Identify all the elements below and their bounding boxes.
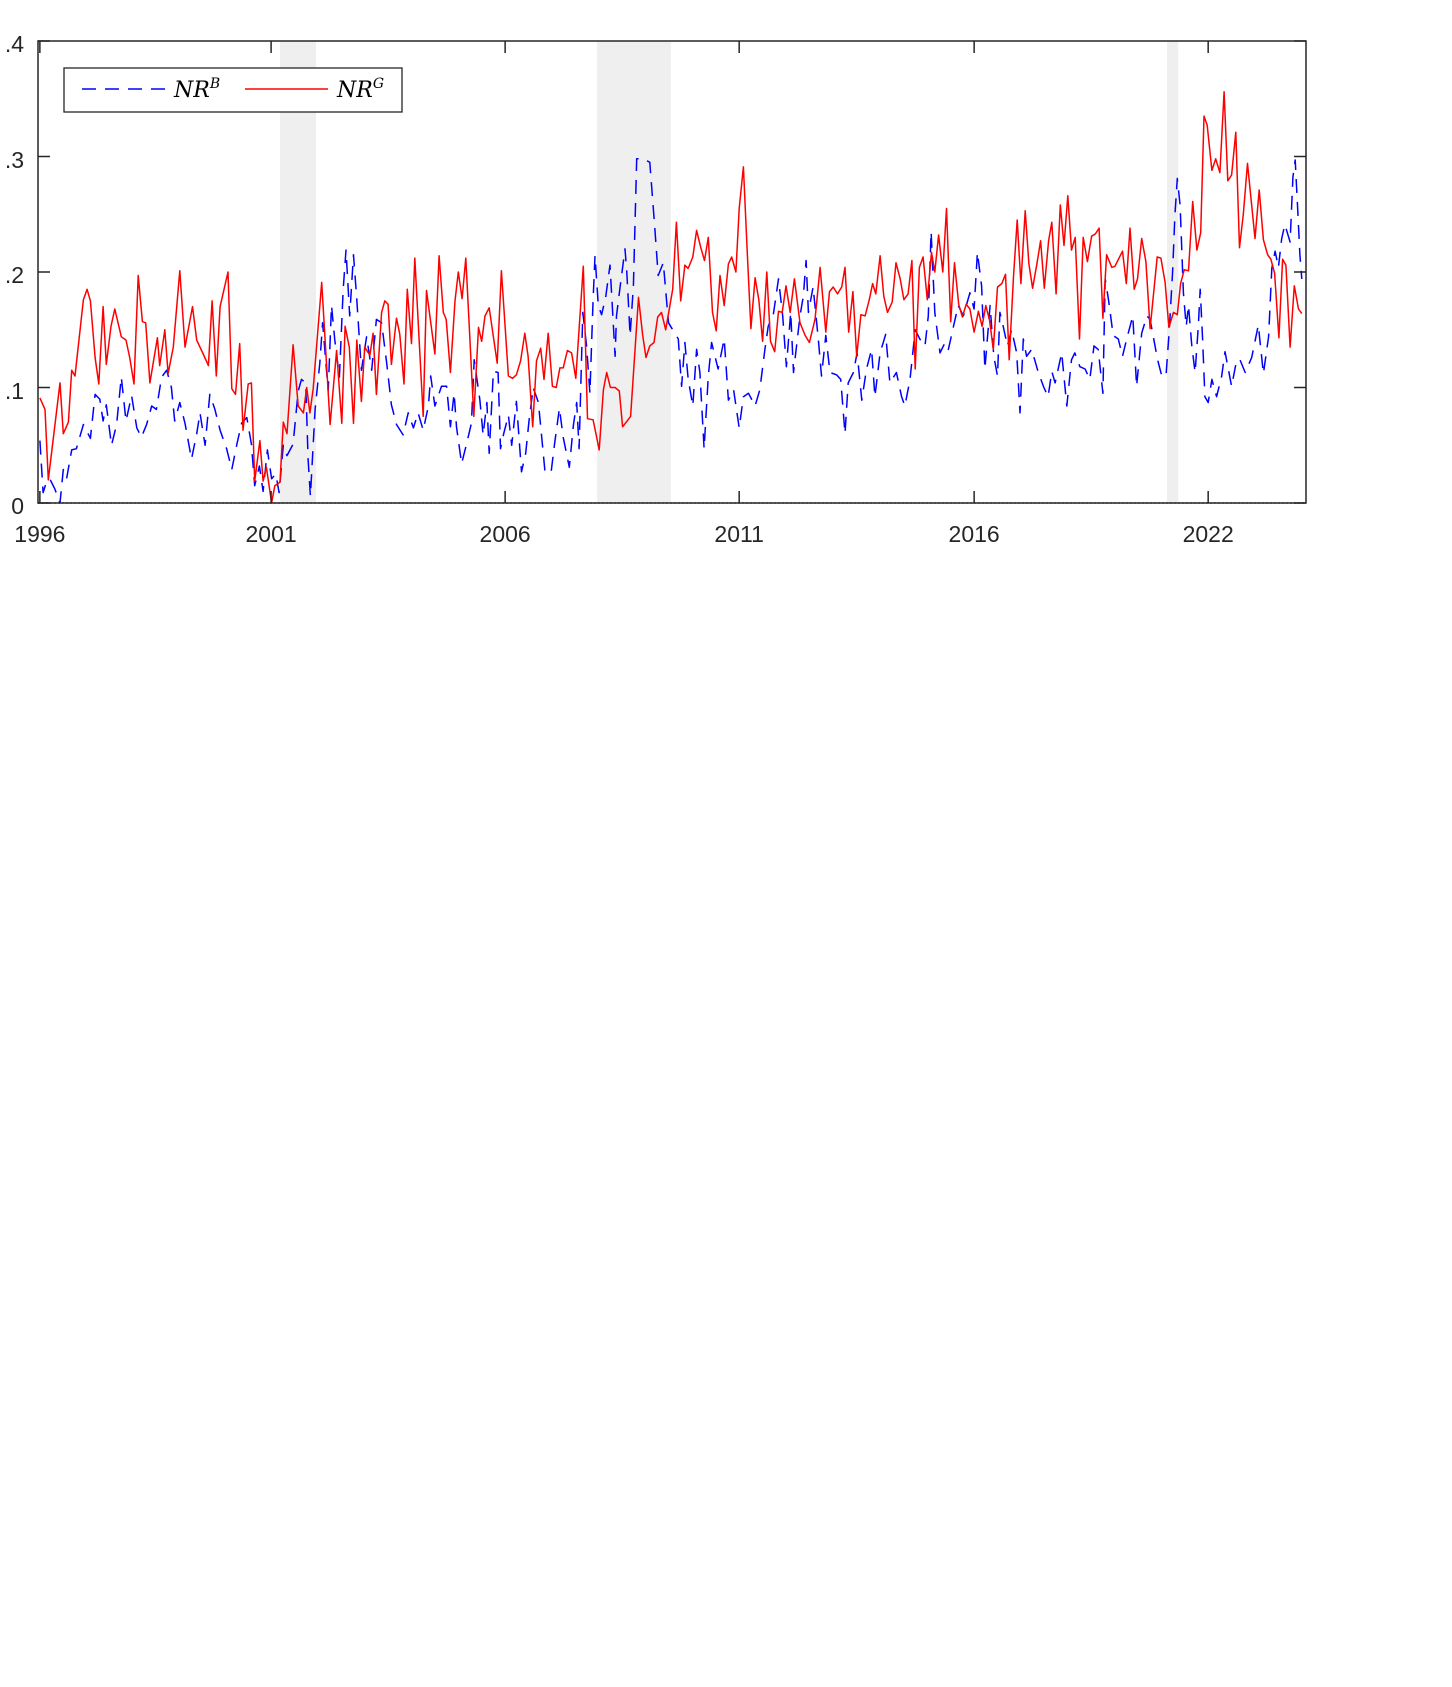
legend: NRB NRG — [63, 67, 403, 113]
series-line-nrb — [39, 158, 1303, 504]
recession-band — [279, 41, 317, 503]
x-tick-label: 2001 — [246, 521, 297, 547]
y-tick-label: .2 — [5, 262, 24, 288]
y-tick-label: .3 — [5, 147, 24, 173]
x-tick-label: 1996 — [14, 521, 65, 547]
y-tick-label: .4 — [5, 31, 24, 57]
x-tick-label: 2022 — [1183, 521, 1234, 547]
y-tick-label: 0 — [11, 493, 24, 519]
x-tick-label: 2006 — [480, 521, 531, 547]
legend-box — [63, 67, 403, 113]
x-tick-label: 2011 — [714, 521, 763, 547]
legend-label-nrb: NRB — [173, 76, 220, 103]
y-tick-label: .1 — [5, 378, 24, 404]
legend-label-nrg: NRG — [336, 76, 384, 103]
x-tick-label: 2016 — [949, 521, 1000, 547]
axis-ticks — [38, 40, 1306, 504]
series-group — [39, 91, 1303, 504]
series-line-nrg — [39, 91, 1303, 504]
